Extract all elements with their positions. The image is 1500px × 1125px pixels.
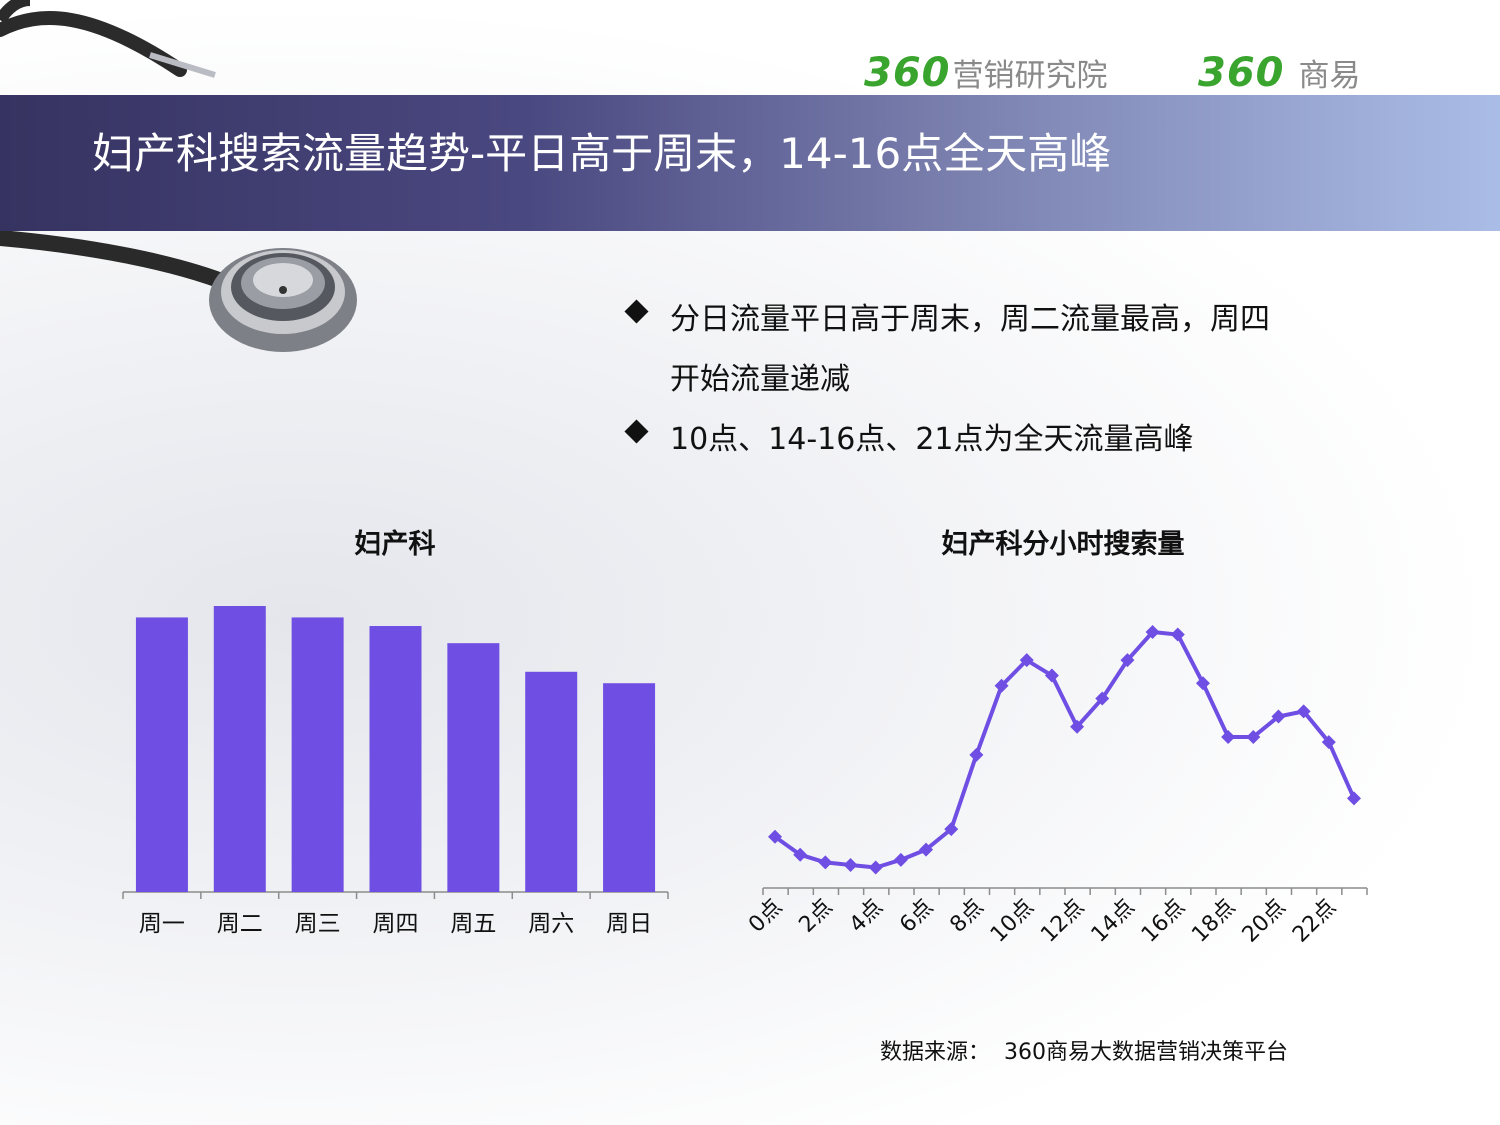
bar-5 xyxy=(447,643,500,892)
line-point-8 xyxy=(969,747,984,762)
bullet-text: 分日流量平日高于周末，周二流量最高，周四开始流量递减 xyxy=(670,302,1270,397)
line-point-4 xyxy=(868,860,883,875)
bullet-text: 10点、14-16点、21点为全天流量高峰 xyxy=(670,422,1194,457)
line-series xyxy=(773,630,1356,870)
line-x-tick-label: 0点 xyxy=(744,895,787,938)
line-point-10 xyxy=(1019,653,1034,668)
bar-1 xyxy=(135,617,188,892)
bar-category-label: 周五 xyxy=(450,911,496,937)
logo-text: 营销研究院 xyxy=(952,58,1108,94)
bar-category-label: 周一 xyxy=(139,911,185,937)
bar-category-label: 周三 xyxy=(295,911,341,937)
bullet-item: 分日流量平日高于周末，周二流量最高，周四开始流量递减 xyxy=(624,290,1270,410)
bar-chart-title: 妇产科 xyxy=(354,529,436,560)
line-x-tick-label: 2点 xyxy=(794,895,837,938)
line-point-9 xyxy=(994,678,1009,693)
data-source-note: 数据来源： 360商易大数据营销决策平台 xyxy=(880,1040,1288,1065)
line-point-7 xyxy=(944,822,959,837)
line-x-tick-label: 16点 xyxy=(1137,895,1190,948)
line-point-3 xyxy=(843,857,858,872)
bar-2 xyxy=(213,606,266,892)
line-x-tick-label: 14点 xyxy=(1087,895,1140,948)
logo-number: 360 xyxy=(864,50,951,96)
line-point-18 xyxy=(1221,729,1236,744)
line-point-2 xyxy=(818,855,833,870)
line-x-tick-label: 12点 xyxy=(1036,895,1089,948)
bullet-item: 10点、14-16点、21点为全天流量高峰 xyxy=(624,410,1270,470)
line-x-tick-label: 4点 xyxy=(845,895,888,938)
line-point-1 xyxy=(793,847,808,862)
page-title: 妇产科搜索流量趋势-平日高于周末，14-16点全天高峰 xyxy=(92,129,1112,178)
line-point-19 xyxy=(1246,729,1261,744)
bar-category-label: 周四 xyxy=(373,911,419,937)
line-point-23 xyxy=(1347,791,1361,806)
line-point-21 xyxy=(1296,704,1311,719)
line-chart-title: 妇产科分小时搜索量 xyxy=(941,529,1185,560)
line-point-20 xyxy=(1271,709,1286,724)
bar-3 xyxy=(291,617,344,892)
bar-category-label: 周二 xyxy=(217,911,263,937)
line-point-14 xyxy=(1120,653,1135,668)
line-point-22 xyxy=(1321,735,1336,750)
line-point-5 xyxy=(893,852,908,867)
logo-number: 360 xyxy=(1198,50,1285,96)
line-point-0 xyxy=(768,829,782,844)
line-x-tick-label: 20点 xyxy=(1238,895,1291,948)
line-point-13 xyxy=(1095,691,1110,706)
line-point-17 xyxy=(1195,676,1210,691)
line-x-tick-label: 22点 xyxy=(1288,895,1341,948)
bar-4 xyxy=(369,626,422,892)
line-x-tick-label: 10点 xyxy=(986,895,1039,948)
bar-category-label: 周六 xyxy=(528,911,574,937)
stethoscope-image xyxy=(0,0,357,352)
bar-7 xyxy=(603,683,656,892)
bar-category-label: 周日 xyxy=(606,911,652,937)
bar-6 xyxy=(525,671,578,892)
line-point-6 xyxy=(919,842,934,857)
logo-360-research: 360 营销研究院 xyxy=(864,50,1108,96)
line-x-tick-label: 18点 xyxy=(1187,895,1240,948)
line-x-tick-label: 6点 xyxy=(895,895,938,938)
line-point-15 xyxy=(1145,625,1160,639)
line-point-16 xyxy=(1170,627,1185,642)
logo-text: 商易 xyxy=(1298,58,1361,94)
line-x-tick-label: 8点 xyxy=(946,895,989,938)
title-bar xyxy=(0,95,1500,231)
line-point-12 xyxy=(1070,719,1085,734)
line-point-11 xyxy=(1044,668,1059,683)
logo-360-shangyi: 360 商易 xyxy=(1198,50,1361,96)
